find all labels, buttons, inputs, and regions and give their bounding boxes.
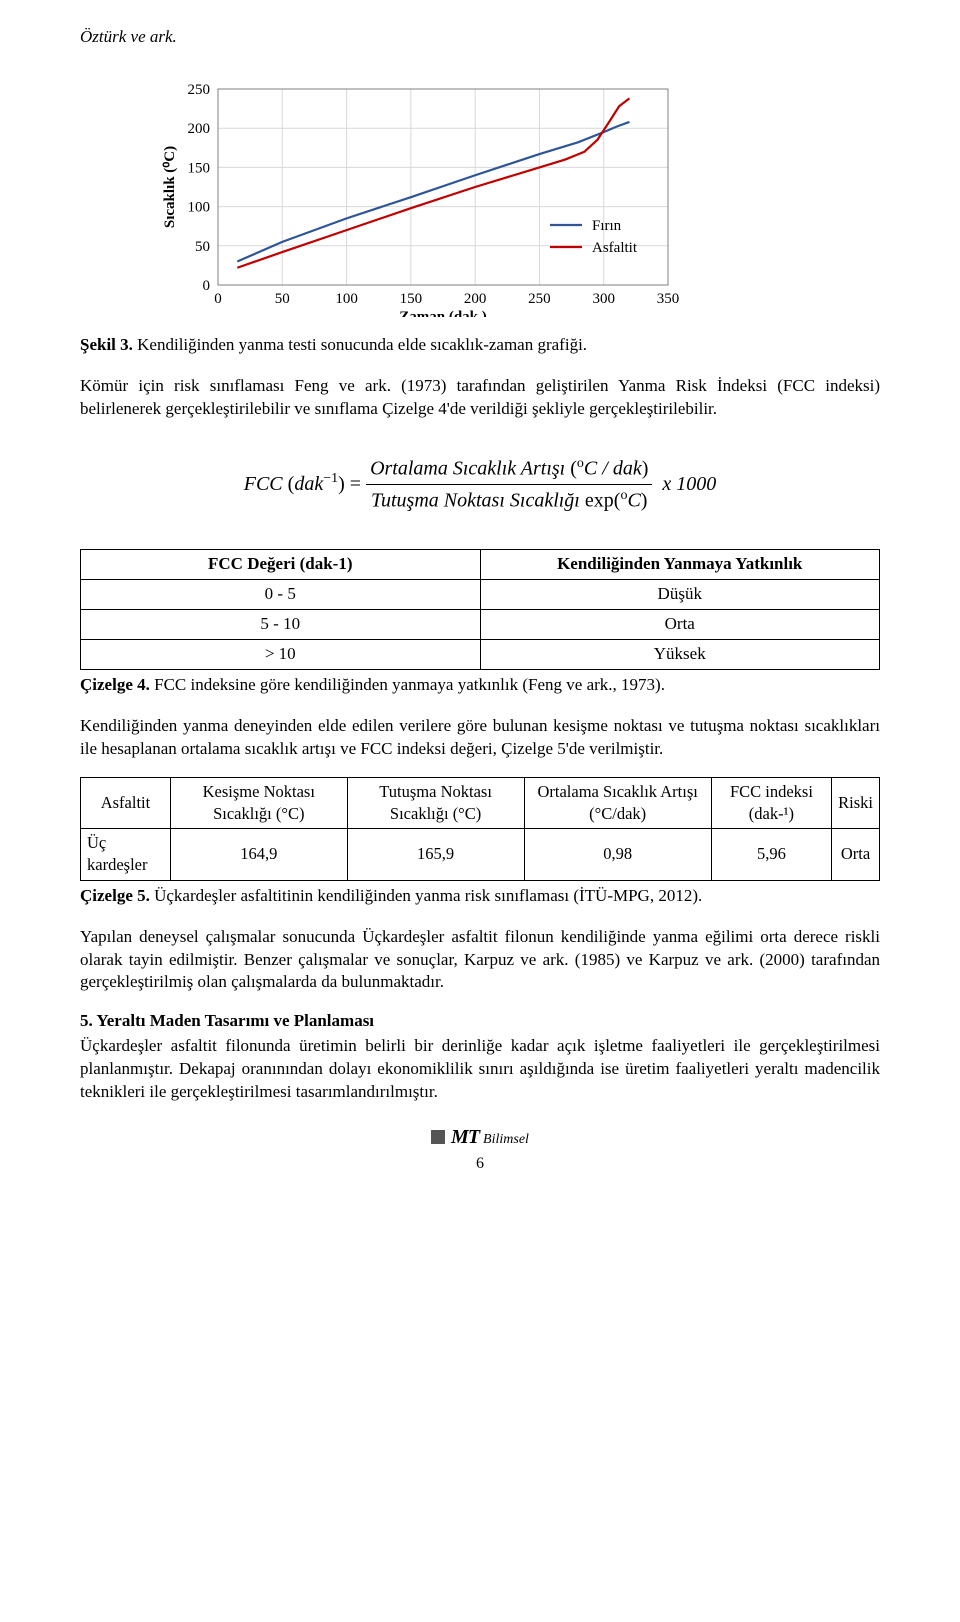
formula-den-exp: exp — [585, 490, 614, 512]
logo-box-icon — [431, 1130, 445, 1144]
svg-text:100: 100 — [335, 291, 358, 307]
svg-text:100: 100 — [188, 200, 211, 216]
formula-den-unit: C — [627, 490, 640, 512]
svg-text:Fırın: Fırın — [592, 218, 622, 234]
formula-fraction: Ortalama Sıcaklık Artışı (oC / dak) Tutu… — [366, 455, 652, 515]
t5-h4: FCC indeksi (dak-¹) — [711, 777, 831, 829]
svg-text:150: 150 — [188, 160, 211, 176]
table-row: Üç kardeşler 164,9 165,9 0,98 5,96 Orta — [81, 829, 880, 881]
table-5-text: Üçkardeşler asfaltitinin kendiliğinden y… — [154, 886, 702, 905]
svg-text:50: 50 — [275, 291, 290, 307]
svg-text:300: 300 — [592, 291, 615, 307]
paragraph-3: Yapılan deneysel çalışmalar sonucunda Üç… — [80, 926, 880, 995]
table-5: Asfaltit Kesişme Noktası Sıcaklığı (°C) … — [80, 777, 880, 881]
table-4: FCC Değeri (dak-1) Kendiliğinden Yanmaya… — [80, 549, 880, 670]
formula-num-text: Ortalama Sıcaklık Artışı — [370, 457, 565, 479]
svg-text:200: 200 — [464, 291, 487, 307]
fcc-formula: FCC (dak−1) = Ortalama Sıcaklık Artışı (… — [80, 455, 880, 515]
table-row: > 10Yüksek — [81, 639, 880, 669]
t4-r2c1: Yüksek — [480, 639, 880, 669]
table-4-h1: Kendiliğinden Yanmaya Yatkınlık — [557, 554, 802, 573]
table-4-header-row: FCC Değeri (dak-1) Kendiliğinden Yanmaya… — [81, 550, 880, 580]
svg-text:200: 200 — [188, 121, 211, 137]
t4-r0c0: 0 - 5 — [81, 579, 481, 609]
footer-logo: MT Bilimsel — [431, 1124, 529, 1151]
table-row: 0 - 5Düşük — [81, 579, 880, 609]
t5-c3: 5,96 — [711, 829, 831, 881]
svg-text:Zaman (dak.): Zaman (dak.) — [399, 309, 487, 317]
svg-text:50: 50 — [195, 239, 210, 255]
page-number: 6 — [80, 1153, 880, 1175]
table-4-label: Çizelge 4. — [80, 675, 150, 694]
table-row: 5 - 10Orta — [81, 609, 880, 639]
table-4-text: FCC indeksine göre kendiliğinden yanmaya… — [154, 675, 665, 694]
svg-text:0: 0 — [203, 278, 211, 294]
svg-text:250: 250 — [528, 291, 551, 307]
figure-3-caption: Şekil 3. Kendiliğinden yanma testi sonuc… — [80, 334, 880, 357]
footer-mt: MT — [451, 1124, 479, 1151]
section-5-title: 5. Yeraltı Maden Tasarımı ve Planlaması — [80, 1010, 880, 1033]
t4-r2c0: > 10 — [81, 639, 481, 669]
t5-h0: Asfaltit — [81, 777, 171, 829]
t5-c0: 164,9 — [170, 829, 347, 881]
formula-lhs-dak: dak — [294, 472, 323, 494]
svg-text:350: 350 — [657, 291, 680, 307]
formula-num-deg: o — [577, 456, 584, 471]
t5-c2: 0,98 — [524, 829, 711, 881]
t5-h1: Kesişme Noktası Sıcaklığı (°C) — [170, 777, 347, 829]
formula-num-unit: C / dak — [584, 457, 642, 479]
figure-3-text: Kendiliğinden yanma testi sonucunda elde… — [137, 335, 587, 354]
table-4-h0: FCC Değeri (dak-1) — [208, 554, 352, 573]
t5-c4: Orta — [832, 829, 880, 881]
paragraph-1: Kömür için risk sınıflaması Feng ve ark.… — [80, 375, 880, 421]
svg-text:250: 250 — [188, 82, 211, 98]
svg-text:Asfaltit: Asfaltit — [592, 240, 638, 256]
table-5-label: Çizelge 5. — [80, 886, 150, 905]
table-4-caption: Çizelge 4. FCC indeksine göre kendiliğin… — [80, 674, 880, 697]
paragraph-2: Kendiliğinden yanma deneyinden elde edil… — [80, 715, 880, 761]
footer-brand: Bilimsel — [483, 1131, 529, 1150]
t4-r1c0: 5 - 10 — [81, 609, 481, 639]
svg-text:150: 150 — [400, 291, 423, 307]
t5-h2: Tutuşma Noktası Sıcaklığı (°C) — [347, 777, 524, 829]
t5-c1: 165,9 — [347, 829, 524, 881]
running-head: Öztürk ve ark. — [80, 26, 880, 49]
figure-3-chart: 0 50 100 150 200 250 0 50 100 150 200 250 300 350 Zama… — [150, 77, 880, 324]
t5-h5: Riski — [832, 777, 880, 829]
line-chart-svg: 0 50 100 150 200 250 0 50 100 150 200 250 300 350 Zama… — [150, 77, 690, 317]
t4-r1c1: Orta — [480, 609, 880, 639]
formula-lhs-exp: −1 — [323, 471, 338, 486]
page-footer: MT Bilimsel 6 — [80, 1124, 880, 1175]
svg-text:Sıcaklık (⁰C): Sıcaklık (⁰C) — [162, 146, 178, 228]
t5-h3: Ortalama Sıcaklık Artışı (°C/dak) — [524, 777, 711, 829]
formula-lhs-fcc: FCC — [244, 472, 283, 494]
t4-r0c1: Düşük — [480, 579, 880, 609]
svg-text:0: 0 — [214, 291, 222, 307]
figure-3-label: Şekil 3. — [80, 335, 133, 354]
table-5-header-row: Asfaltit Kesişme Noktası Sıcaklığı (°C) … — [81, 777, 880, 829]
formula-den-text: Tutuşma Noktası Sıcaklığı — [371, 490, 580, 512]
table-5-caption: Çizelge 5. Üçkardeşler asfaltitinin kend… — [80, 885, 880, 908]
formula-tail: x 1000 — [662, 472, 716, 494]
paragraph-4: Üçkardeşler asfaltit filonunda üretimin … — [80, 1035, 880, 1104]
t5-rowlabel: Üç kardeşler — [81, 829, 171, 881]
